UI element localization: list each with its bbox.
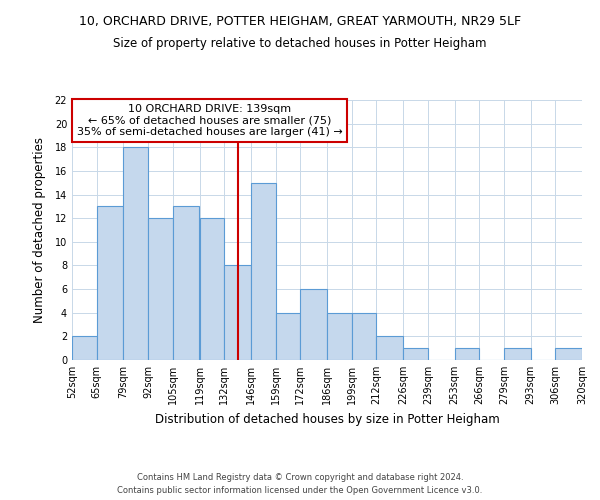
Bar [556, 348, 582, 360]
Bar [148, 218, 173, 360]
Bar [403, 348, 428, 360]
Text: Contains public sector information licensed under the Open Government Licence v3: Contains public sector information licen… [118, 486, 482, 495]
Y-axis label: Number of detached properties: Number of detached properties [34, 137, 46, 323]
Bar [224, 266, 251, 360]
Bar [301, 289, 327, 360]
Text: Contains HM Land Registry data © Crown copyright and database right 2024.: Contains HM Land Registry data © Crown c… [137, 474, 463, 482]
X-axis label: Distribution of detached houses by size in Potter Heigham: Distribution of detached houses by size … [155, 412, 499, 426]
Text: 10, ORCHARD DRIVE, POTTER HEIGHAM, GREAT YARMOUTH, NR29 5LF: 10, ORCHARD DRIVE, POTTER HEIGHAM, GREAT… [79, 15, 521, 28]
Bar [455, 348, 479, 360]
Bar [376, 336, 403, 360]
Text: 10 ORCHARD DRIVE: 139sqm
← 65% of detached houses are smaller (75)
35% of semi-d: 10 ORCHARD DRIVE: 139sqm ← 65% of detach… [77, 104, 343, 137]
Bar [72, 336, 97, 360]
Bar [124, 148, 148, 360]
Bar [275, 312, 301, 360]
Bar [352, 312, 376, 360]
Bar [251, 182, 275, 360]
Bar [327, 312, 352, 360]
Bar [173, 206, 199, 360]
Bar [97, 206, 124, 360]
Bar [199, 218, 224, 360]
Text: Size of property relative to detached houses in Potter Heigham: Size of property relative to detached ho… [113, 38, 487, 51]
Bar [504, 348, 530, 360]
